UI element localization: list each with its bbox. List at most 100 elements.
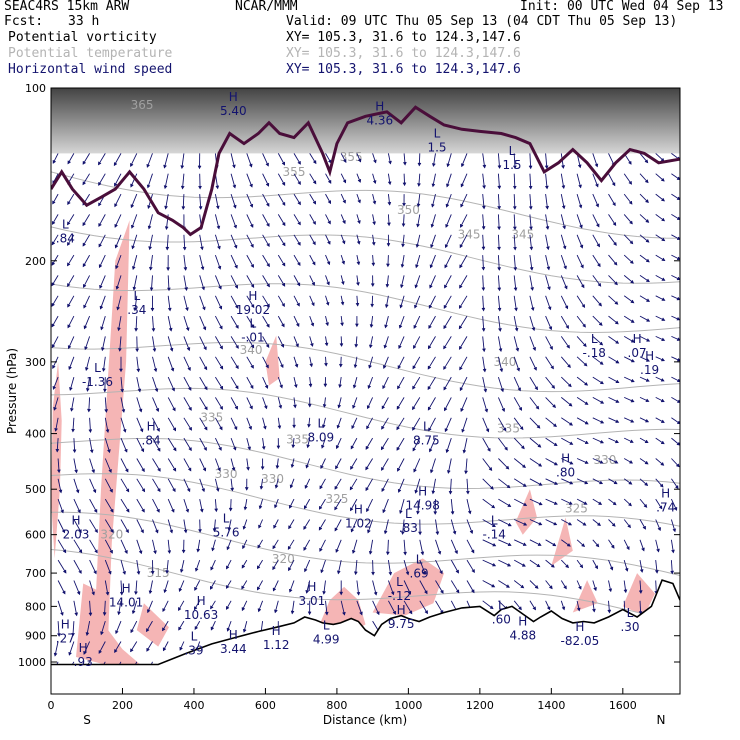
wind-vector-head <box>218 305 223 310</box>
wind-vector-head <box>630 280 635 284</box>
wind-vector-head <box>562 225 566 230</box>
wind-vector-head <box>498 348 503 353</box>
wind-vector-head <box>584 480 589 485</box>
wind-vector-head <box>628 161 632 165</box>
wind-vector-head <box>385 304 389 309</box>
wind-vector-head <box>357 220 361 224</box>
wind-vector-head <box>77 509 81 514</box>
wind-vector-head <box>450 511 455 515</box>
wind-vector-head <box>398 345 402 349</box>
wind-vector-head <box>366 508 370 513</box>
wind-vector-head <box>149 287 154 292</box>
wind-vector-head <box>413 345 417 350</box>
wind-vector-head <box>613 242 617 246</box>
wind-vector-head <box>325 322 329 327</box>
wind-vector-head <box>275 465 280 470</box>
wind-vector-head <box>582 522 587 526</box>
wind-vector-head <box>600 380 604 385</box>
wind-vector-head <box>98 243 102 248</box>
wind-vector-head <box>388 160 392 165</box>
wind-vector-head <box>304 485 308 489</box>
wind-vector-head <box>615 399 620 403</box>
wind-vector-head <box>386 243 391 247</box>
wind-vector-head <box>444 407 448 412</box>
wind-vector-head <box>178 588 182 592</box>
wind-vector-head <box>561 205 566 210</box>
wind-vector-head <box>226 546 230 551</box>
wind-vector-head <box>326 302 330 306</box>
wind-vector-head <box>67 242 71 246</box>
wind-vector-head <box>561 185 566 190</box>
wind-vector-head <box>84 346 88 351</box>
pv-shaded-region <box>622 573 655 616</box>
pv-shaded-region <box>93 220 130 636</box>
wind-vector-head <box>448 490 453 495</box>
wind-vector-head <box>381 488 385 492</box>
wind-vector-head <box>497 185 502 190</box>
wind-vector-head <box>180 165 185 170</box>
wind-vector-head <box>168 327 173 332</box>
wind-vector-head <box>538 522 543 526</box>
wind-vector-head <box>241 607 245 612</box>
wind-vector-head <box>631 359 635 363</box>
wind-vector-head <box>376 611 380 616</box>
wind-vector-head <box>529 246 534 251</box>
wind-vector-head <box>578 586 582 590</box>
wind-vector-head <box>564 305 569 310</box>
wind-vector-head <box>125 488 130 493</box>
wind-vector-head <box>644 461 649 465</box>
wind-vector-head <box>153 550 157 555</box>
wind-vector-head <box>626 546 630 551</box>
wind-vector-head <box>258 524 262 529</box>
wind-vector-head <box>312 200 317 205</box>
wind-vector-head <box>357 158 362 163</box>
wind-vector-head <box>584 460 589 464</box>
wind-vector-head <box>583 501 588 505</box>
wind-vector-head <box>642 525 646 530</box>
wind-vector-head <box>399 304 403 309</box>
x-axis-label: Distance (km) <box>323 713 407 727</box>
wind-vector-head <box>342 611 346 616</box>
wind-vector-head <box>409 610 413 615</box>
wind-vector-head <box>91 469 95 474</box>
wind-vector-head <box>534 585 539 589</box>
extremum-marker: L <box>94 361 101 375</box>
wind-vector-head <box>427 345 432 350</box>
wind-vector-head <box>581 284 585 289</box>
wind-vector-head <box>430 469 434 474</box>
wind-vector-head <box>579 224 583 229</box>
wind-vector-head <box>466 490 470 495</box>
wind-vector-head <box>100 631 104 636</box>
wind-vector-head <box>324 362 328 367</box>
wind-vector-head <box>597 283 602 287</box>
wind-vector-head <box>611 182 616 187</box>
wind-vector-head <box>328 180 332 184</box>
wind-vector-head <box>545 205 549 210</box>
wind-vector-head <box>359 611 363 616</box>
wind-vector-head <box>403 161 407 166</box>
wind-vector-head <box>599 341 604 346</box>
wind-vector-head <box>599 361 604 365</box>
wind-vector-head <box>266 283 270 288</box>
wind-vector-head <box>104 409 108 413</box>
wind-vector-head <box>135 348 139 353</box>
wind-vector-head <box>57 469 61 474</box>
wind-vector-head <box>67 201 71 206</box>
wind-vector-head <box>309 363 313 368</box>
wind-vector-head <box>392 611 396 615</box>
wind-vector-head <box>356 282 360 286</box>
wind-vector-head <box>415 264 419 269</box>
wind-vector-head <box>625 568 629 572</box>
extremum-marker: H <box>354 503 363 517</box>
wind-vector-head <box>163 185 168 190</box>
wind-vector-head <box>83 325 88 330</box>
wind-vector-head <box>140 448 145 453</box>
wind-vector-head <box>382 385 386 390</box>
wind-vector-head <box>593 587 597 592</box>
wind-vector-head <box>600 400 605 404</box>
extremum-marker: L <box>223 511 230 525</box>
wind-vector-head <box>461 163 465 168</box>
wind-vector-head <box>288 525 292 530</box>
wind-vector-head <box>296 323 300 327</box>
wind-vector-head <box>523 502 528 506</box>
